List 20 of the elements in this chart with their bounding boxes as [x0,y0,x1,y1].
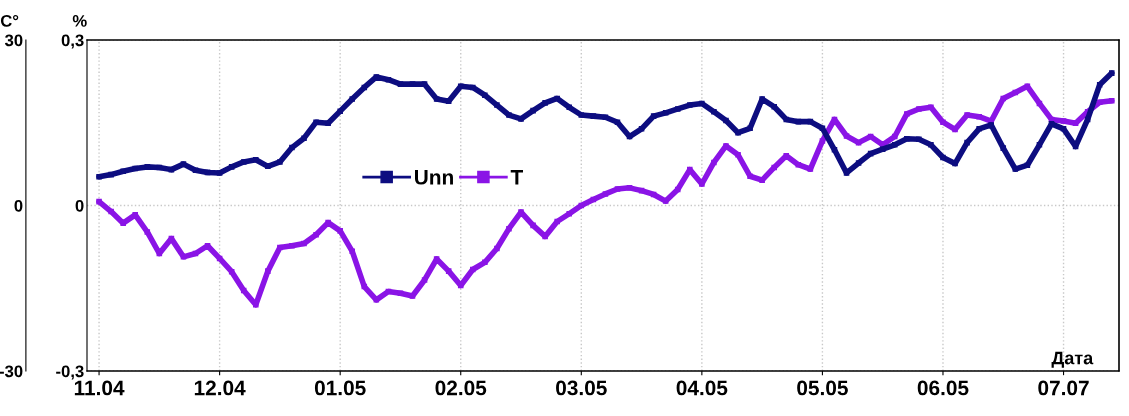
y2-tick-label: 0,3 [61,34,84,49]
y-tick-label: 0 [14,199,23,212]
x-tick-label: 01.05 [314,380,366,396]
legend-label: T [510,170,523,185]
x-tick-label: 03.05 [556,380,607,396]
x-tick-label: 05.05 [797,380,848,396]
legend-label: Unn [415,170,453,185]
x-tick-label: 07.07 [1038,380,1089,396]
x-tick-label: 11.04 [74,380,125,396]
x-axis-title: Дата [1051,351,1094,368]
x-tick-label: 12.04 [194,380,246,396]
x-tick-label: 04.05 [676,380,728,396]
x-tick-label: 02.05 [435,380,487,396]
y2-axis-title: % [72,15,87,27]
y2-tick-label: 0 [75,199,84,212]
y-tick-label: -30 [0,365,23,378]
y-axis-title: C° [0,14,19,27]
y-tick-label: 30 [4,34,23,47]
y2-tick-label: -0,3 [56,365,84,380]
x-tick-label: 06.05 [917,380,969,396]
